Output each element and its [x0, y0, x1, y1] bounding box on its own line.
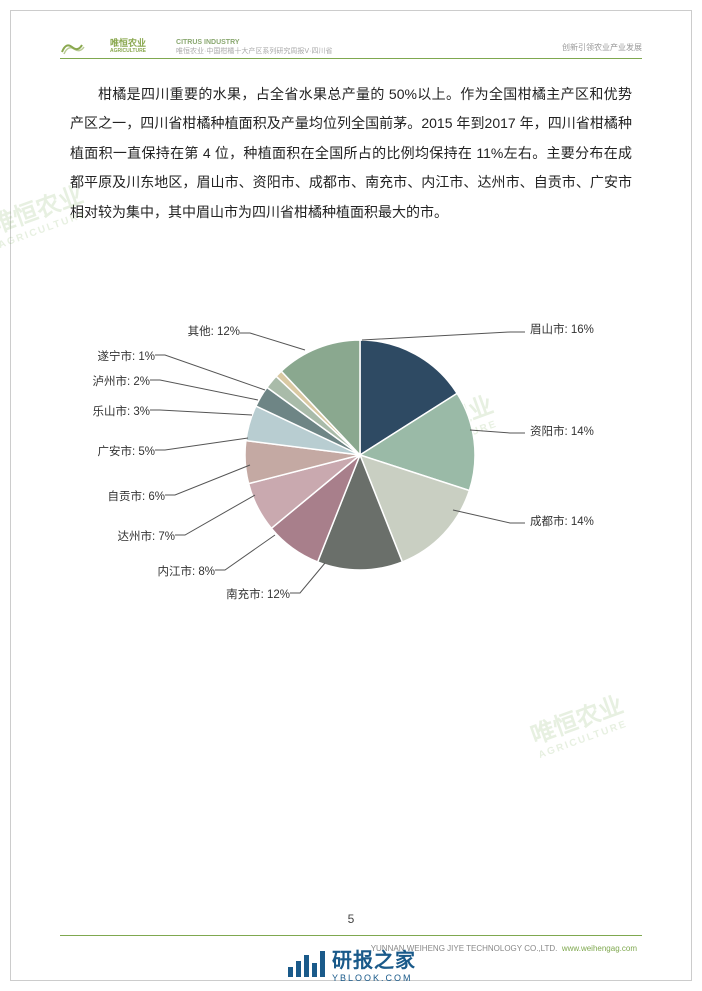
- pie-label: 广安市: 5%: [97, 443, 155, 459]
- weiheng-logo: [60, 37, 100, 57]
- pie-label: 遂宁市: 1%: [97, 348, 155, 364]
- leader-line: [155, 355, 265, 390]
- pie-label: 自贡市: 6%: [107, 488, 165, 504]
- pie-chart-area: 眉山市: 16% 资阳市: 14% 成都市: 14% 南充市: 12% 内江市: 8% 达…: [0, 300, 702, 640]
- leader-line: [453, 510, 525, 523]
- header-rule: [60, 58, 642, 59]
- leader-line: [240, 333, 305, 350]
- pie-label: 其他: 12%: [188, 323, 240, 339]
- leader-line: [165, 465, 250, 495]
- pie-label: 资阳市: 14%: [530, 423, 594, 439]
- leader-line: [150, 410, 252, 415]
- pie-label: 泸州市: 2%: [92, 373, 150, 389]
- yblook-bars-icon: [286, 949, 326, 979]
- page-number: 5: [0, 912, 702, 926]
- yblook-watermark: 研报之家 YBLOOK.COM: [286, 944, 416, 983]
- leader-line: [290, 563, 325, 593]
- pie-label: 成都市: 14%: [530, 513, 594, 529]
- leader-line: [215, 535, 275, 570]
- pie-label: 南充市: 12%: [226, 586, 290, 602]
- yblook-text: 研报之家 YBLOOK.COM: [332, 944, 416, 983]
- leader-line: [470, 430, 525, 433]
- leader-line: [175, 495, 255, 535]
- header-citrus-block: CITRUS INDUSTRY 唯恒农业·中国柑橘十大产区系列研究周报Ⅴ·四川省: [176, 39, 332, 56]
- pie-label: 达州市: 7%: [117, 528, 175, 544]
- leader-line: [150, 380, 258, 400]
- pie-label: 眉山市: 16%: [530, 321, 594, 337]
- header-right-text: 创新引领农业产业发展: [562, 42, 642, 53]
- body-paragraph: 柑橘是四川重要的水果，占全省水果总产量的 50%以上。作为全国柑橘主产区和优势产…: [70, 80, 632, 227]
- pie-label: 内江市: 8%: [157, 563, 215, 579]
- footer-rule: [60, 935, 642, 936]
- pie-label: 乐山市: 3%: [92, 403, 150, 419]
- leader-line: [155, 438, 248, 450]
- logo-text: 唯恒农业 AGRICULTURE: [110, 39, 146, 54]
- leader-line: [362, 332, 525, 340]
